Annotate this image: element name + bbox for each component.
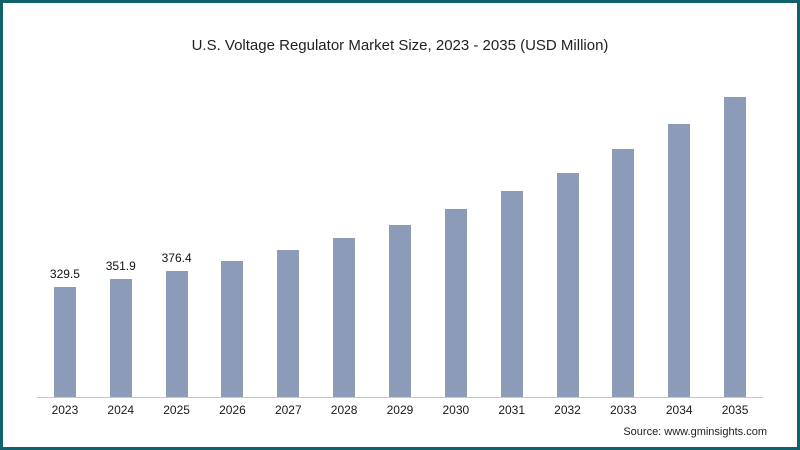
- bar-column: [316, 237, 372, 397]
- x-tick-label: 2031: [498, 403, 526, 417]
- x-axis-tick-labels: 2023 2024 2025 2026 2027 2028 2029 2030 2031 2032…: [37, 403, 763, 417]
- bar-column: 351.9: [93, 259, 149, 397]
- x-tick-label: 2028: [330, 403, 358, 417]
- bar[interactable]: [165, 270, 188, 397]
- bar[interactable]: [388, 224, 411, 397]
- x-tick-label: 2034: [665, 403, 693, 417]
- bar[interactable]: [221, 261, 244, 397]
- x-tick-label: 2023: [51, 403, 79, 417]
- bar-column: 329.5: [37, 267, 93, 397]
- bar-column: [372, 224, 428, 397]
- bar[interactable]: [612, 149, 635, 397]
- bar-column: [540, 172, 596, 397]
- x-tick-label: 2027: [274, 403, 302, 417]
- bar[interactable]: [556, 172, 579, 397]
- bar-column: 376.4: [149, 251, 205, 397]
- bar[interactable]: [109, 279, 132, 397]
- bar-column: [260, 249, 316, 397]
- bar[interactable]: [500, 191, 523, 397]
- x-tick-label: 2035: [721, 403, 749, 417]
- bar-column: [595, 149, 651, 397]
- bar-value-label: 351.9: [105, 259, 136, 274]
- x-tick-label: 2025: [163, 403, 190, 417]
- bar[interactable]: [277, 249, 300, 397]
- bar[interactable]: [724, 97, 747, 397]
- bar-value-label: 329.5: [49, 266, 80, 281]
- chart-title: U.S. Voltage Regulator Market Size, 2023…: [191, 37, 609, 54]
- x-tick-label: 2032: [554, 403, 581, 417]
- bar-column: [428, 209, 484, 397]
- x-tick-label: 2030: [442, 403, 470, 417]
- bar-value-label: 376.4: [161, 250, 192, 265]
- bar[interactable]: [333, 237, 356, 397]
- x-tick-label: 2024: [107, 403, 135, 417]
- bar[interactable]: [668, 124, 691, 397]
- bar[interactable]: [53, 286, 76, 397]
- bar-column: [205, 261, 261, 397]
- x-tick-label: 2029: [386, 403, 414, 417]
- bar-column: [707, 97, 763, 397]
- plot-area: 329.5 351.9 376.4: [37, 63, 763, 398]
- bar-column: [651, 124, 707, 397]
- x-tick-label: 2026: [219, 403, 246, 417]
- source-attribution: Source: www.gminsights.com: [623, 426, 767, 438]
- x-tick-label: 2033: [610, 403, 637, 417]
- bar-column: [484, 191, 540, 397]
- bar[interactable]: [444, 209, 467, 397]
- bars-container: 329.5 351.9 376.4: [37, 63, 763, 398]
